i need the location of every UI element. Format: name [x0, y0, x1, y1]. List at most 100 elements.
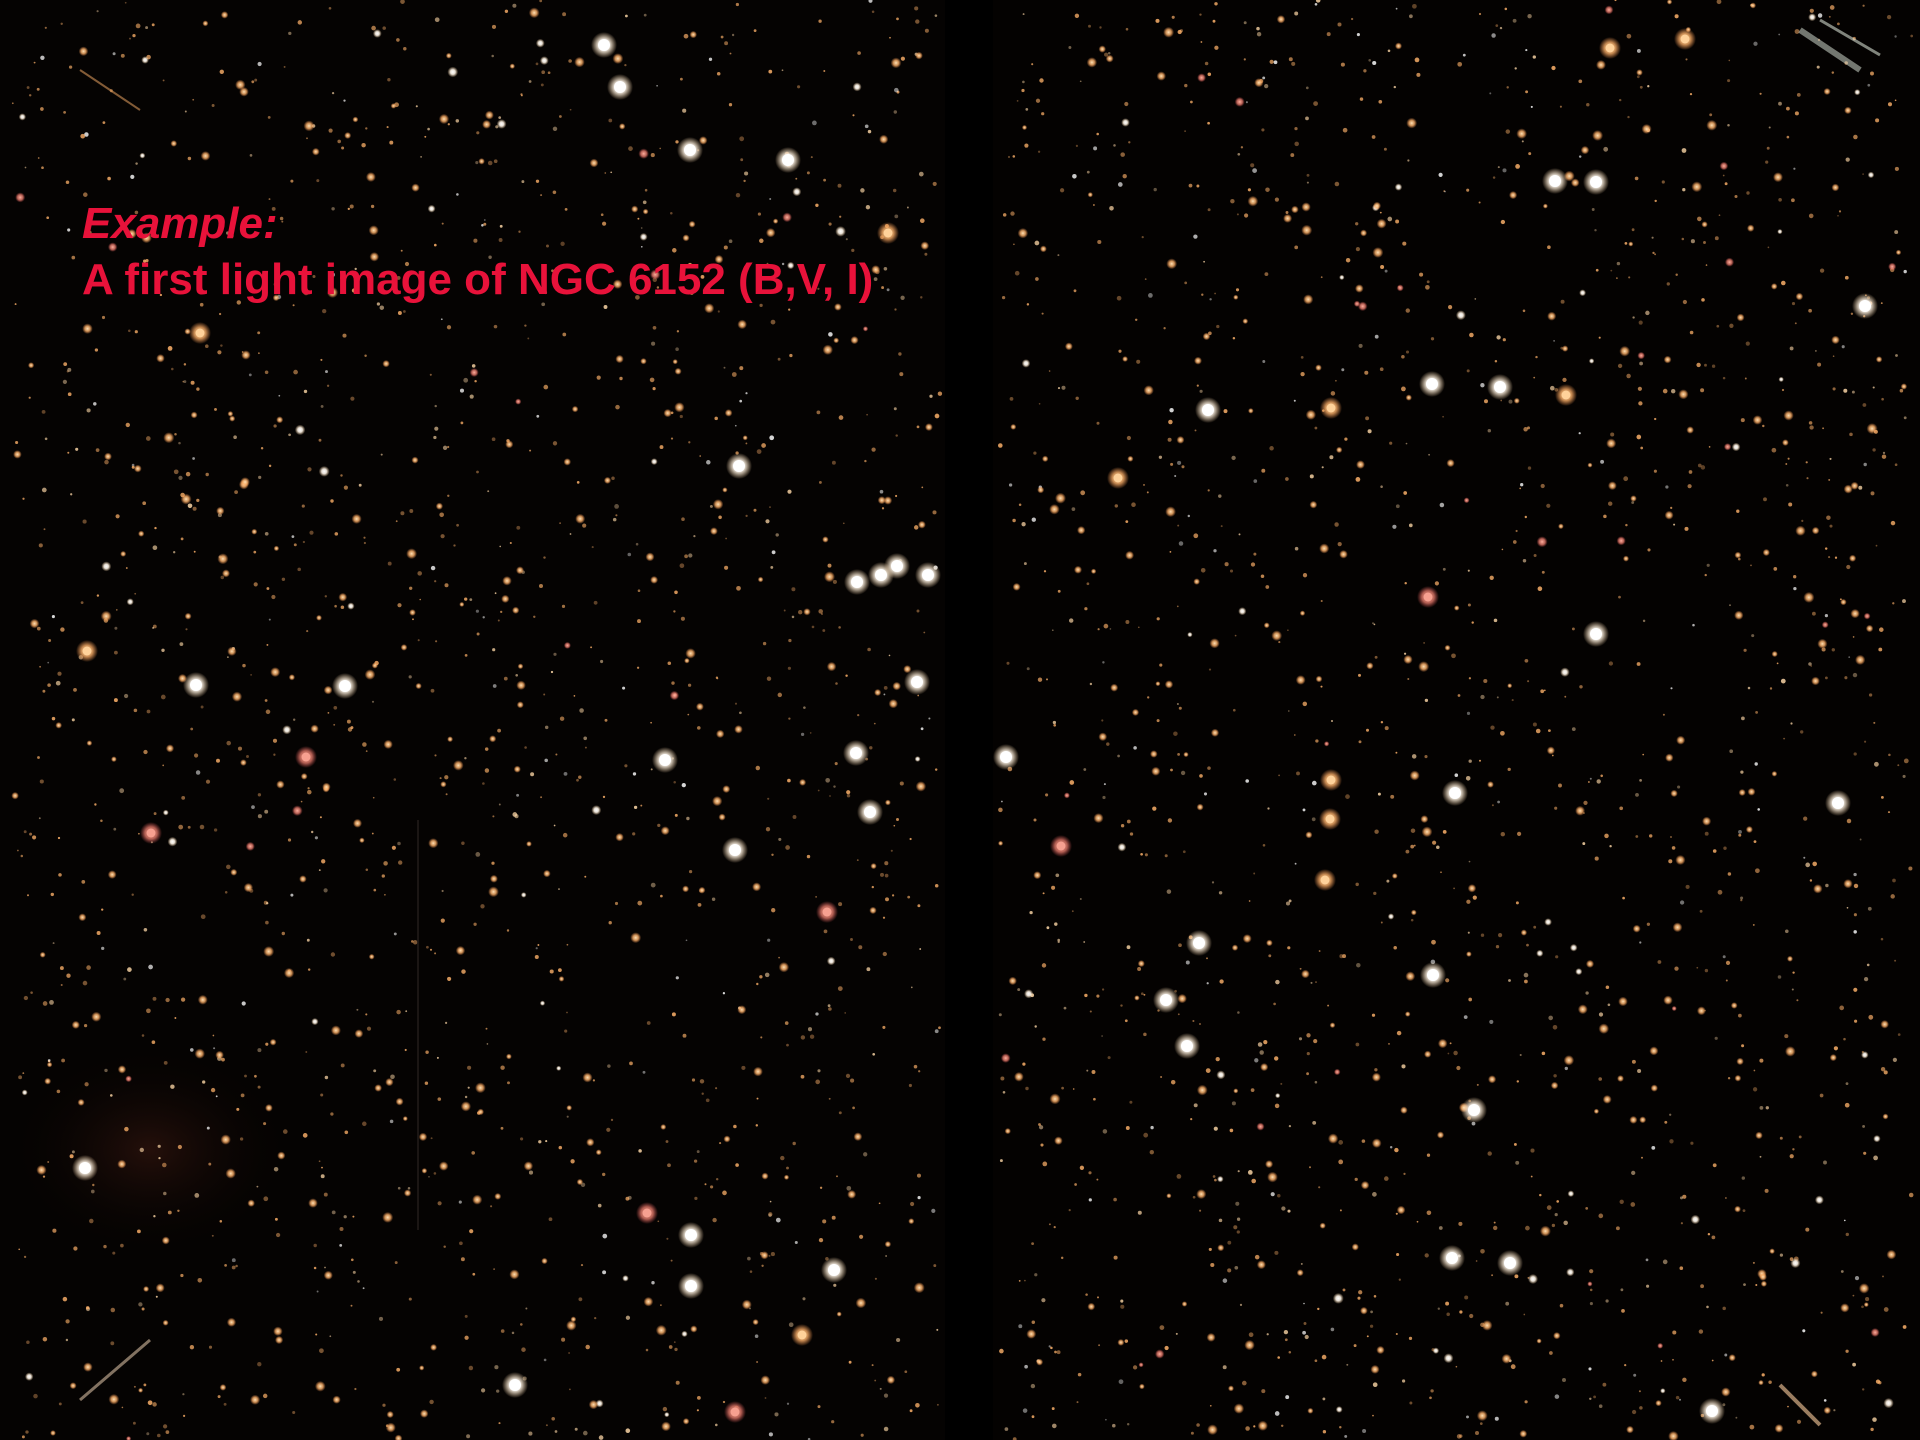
star	[1235, 1201, 1240, 1206]
star	[1515, 1160, 1520, 1165]
star	[1624, 1363, 1627, 1367]
star	[1803, 591, 1815, 603]
star	[1487, 1151, 1492, 1156]
star	[1017, 227, 1029, 239]
star	[618, 123, 626, 130]
star	[1434, 581, 1440, 586]
star	[1640, 446, 1644, 450]
bright-star-core	[850, 747, 862, 759]
star	[1256, 1260, 1266, 1270]
star	[741, 1299, 752, 1310]
star	[906, 206, 909, 209]
star	[1618, 595, 1621, 599]
star	[907, 895, 911, 899]
star	[1302, 1330, 1306, 1335]
star	[1527, 1273, 1539, 1285]
star	[1079, 80, 1082, 83]
star	[691, 1078, 696, 1082]
star	[383, 861, 388, 866]
star	[496, 1389, 500, 1393]
star	[18, 1075, 23, 1080]
star	[117, 1159, 127, 1169]
star	[1174, 474, 1177, 478]
star	[781, 262, 785, 266]
star	[263, 1122, 267, 1126]
star	[1424, 1050, 1432, 1058]
star	[895, 434, 898, 437]
star	[1280, 1424, 1284, 1428]
star	[1265, 585, 1270, 589]
star	[418, 1132, 428, 1142]
star	[332, 1395, 341, 1404]
star	[851, 248, 855, 253]
star	[293, 369, 298, 375]
star	[1627, 115, 1630, 119]
star	[1497, 166, 1500, 169]
star	[1500, 399, 1503, 402]
star	[1056, 1350, 1061, 1355]
star	[881, 507, 885, 510]
star	[257, 1048, 262, 1053]
star	[1342, 1288, 1346, 1292]
star	[385, 1077, 394, 1087]
star	[1021, 124, 1028, 131]
star	[562, 332, 567, 337]
star	[606, 1127, 611, 1132]
star	[155, 1295, 158, 1298]
star	[729, 52, 732, 55]
star	[202, 1080, 206, 1084]
star	[219, 1384, 227, 1391]
star	[1764, 1188, 1769, 1193]
star	[1146, 491, 1149, 494]
star	[17, 849, 19, 852]
star	[1178, 943, 1182, 948]
star	[1762, 424, 1765, 428]
star	[311, 1017, 319, 1026]
star	[611, 476, 615, 481]
star	[101, 946, 105, 951]
star	[1048, 1345, 1051, 1348]
star	[880, 872, 884, 877]
star	[80, 133, 86, 139]
star	[1828, 556, 1831, 559]
star	[1406, 117, 1418, 129]
star	[268, 198, 271, 201]
star	[1812, 611, 1816, 616]
star	[420, 156, 422, 158]
star	[1313, 101, 1318, 106]
star	[502, 576, 512, 586]
star	[1033, 451, 1037, 455]
star	[464, 597, 468, 601]
star	[675, 140, 679, 144]
star	[1416, 72, 1421, 77]
star	[681, 1330, 688, 1338]
star	[650, 721, 652, 724]
star	[412, 618, 414, 621]
star	[48, 639, 52, 642]
star	[752, 882, 762, 892]
star	[1738, 833, 1742, 837]
star	[1706, 1305, 1709, 1309]
star	[1751, 634, 1755, 638]
star	[1729, 323, 1734, 328]
star	[68, 65, 73, 69]
star	[1228, 1385, 1234, 1392]
star	[1353, 300, 1361, 307]
star	[1093, 146, 1098, 151]
star	[1792, 971, 1795, 974]
star	[57, 836, 61, 840]
star	[1880, 937, 1884, 941]
bright-star-core	[684, 144, 696, 156]
star	[892, 188, 897, 193]
star	[1894, 166, 1899, 171]
star	[63, 111, 66, 114]
star	[890, 57, 902, 69]
star	[1521, 140, 1524, 143]
star	[1712, 1163, 1717, 1168]
star	[1063, 792, 1070, 799]
star	[167, 1210, 172, 1215]
star	[187, 825, 191, 829]
star	[852, 114, 855, 117]
star	[211, 1234, 214, 1237]
star	[812, 120, 817, 126]
